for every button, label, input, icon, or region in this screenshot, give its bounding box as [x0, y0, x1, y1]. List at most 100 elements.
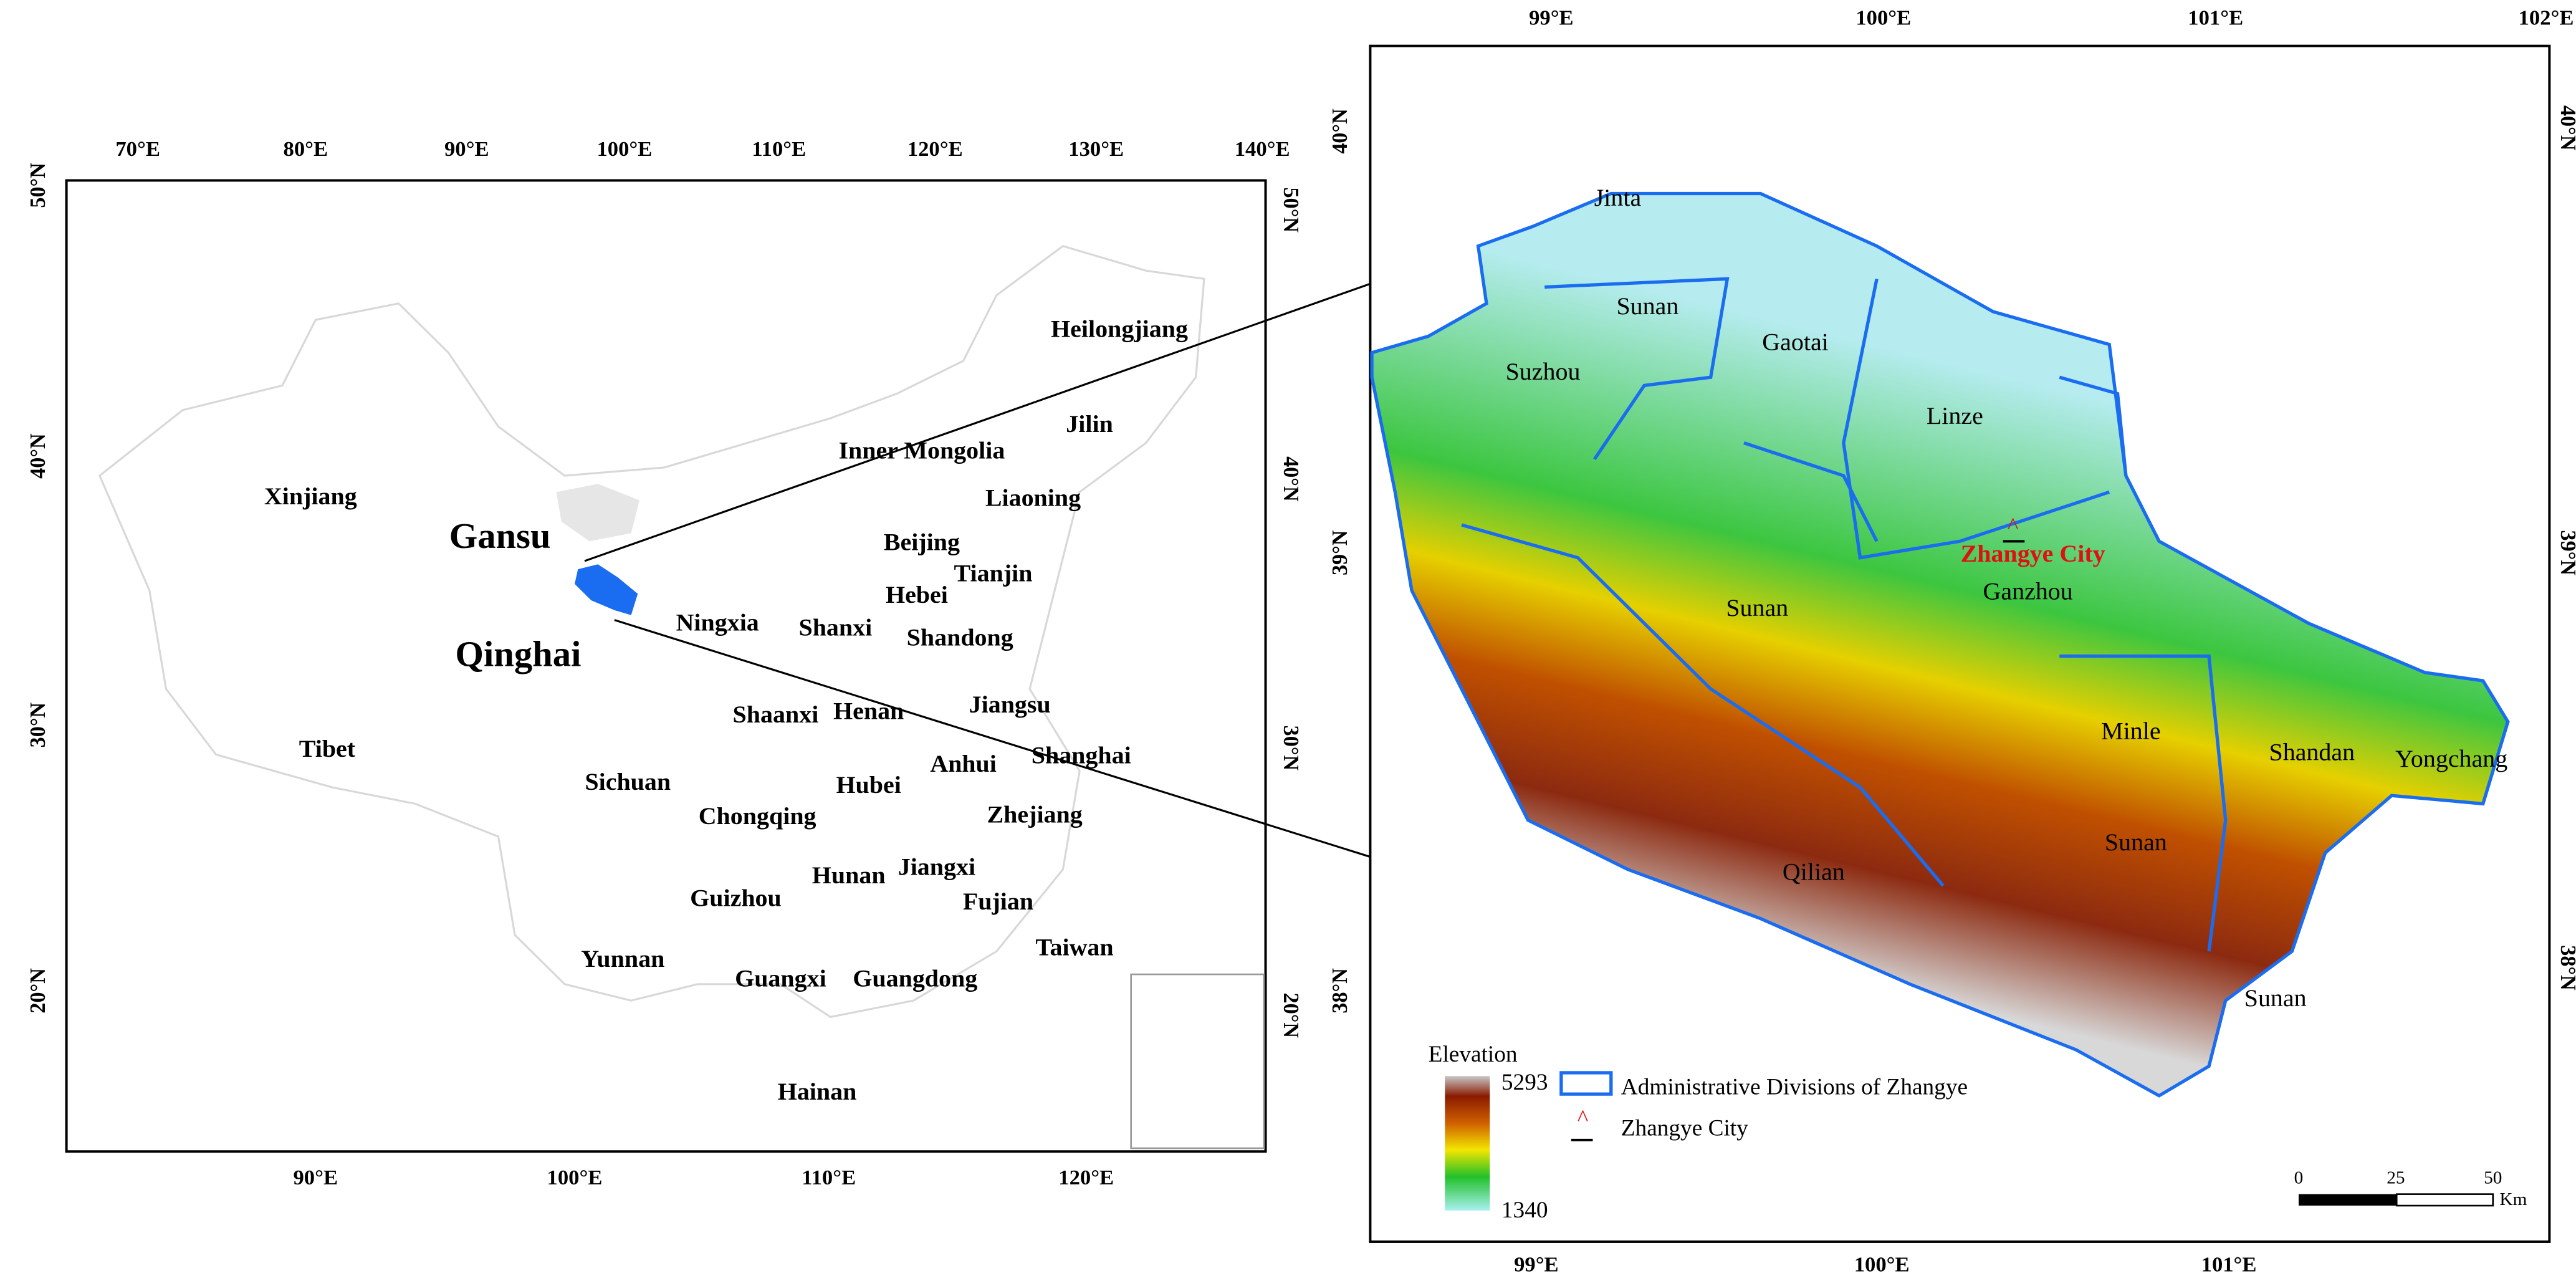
elevation-ramp — [1445, 1076, 1490, 1211]
province-label: Shandong — [907, 624, 1013, 651]
legend-label: Administrative Divisions of Zhangye — [1621, 1075, 1968, 1100]
coordinate-label: 90°E — [294, 1166, 338, 1189]
coordinate-label: 100°E — [1854, 1252, 1910, 1276]
coordinate-label: 102°E — [2519, 6, 2574, 30]
coordinate-label: 50°N — [26, 163, 50, 208]
coordinate-label: 30°N — [1279, 726, 1303, 771]
province-label: Yunnan — [581, 945, 664, 972]
coordinate-label: 40°N — [2556, 105, 2576, 151]
coordinate-label: 100°E — [547, 1166, 603, 1189]
province-label: Hainan — [778, 1078, 857, 1105]
province-label: Heilongjiang — [1051, 315, 1188, 343]
county-label: Sunan — [2105, 828, 2167, 856]
province-label: Gansu — [449, 516, 551, 556]
coordinate-label: 90°E — [444, 137, 489, 161]
coordinate-label: 50°N — [1279, 188, 1303, 233]
coordinate-label: 70°E — [115, 137, 160, 161]
province-label: Xinjiang — [264, 482, 357, 510]
city-symbol: ^ — [2008, 514, 2019, 539]
province-label: Fujian — [963, 888, 1033, 915]
coordinate-label: 101°E — [2201, 1252, 2257, 1276]
province-label: Qinghai — [455, 634, 581, 674]
county-label: Minle — [2101, 717, 2160, 744]
province-label: Guizhou — [690, 885, 782, 912]
coordinate-label: 30°N — [26, 703, 50, 748]
county-label: Sunan — [2244, 984, 2307, 1012]
county-label: Jinta — [1594, 184, 1642, 211]
coordinate-label: 40°N — [26, 433, 50, 479]
legend-label: Zhangye City — [1621, 1116, 1749, 1141]
province-label: Ningxia — [676, 609, 759, 636]
coordinate-label: 100°E — [1855, 6, 1911, 30]
province-label: Jiangxi — [898, 853, 975, 881]
legend-title: Elevation — [1429, 1042, 1518, 1067]
province-label: Inner Mongolia — [838, 437, 1005, 464]
coordinate-label: 130°E — [1068, 137, 1124, 161]
coordinate-label: 38°N — [1328, 968, 1352, 1014]
county-label: Suzhou — [1506, 358, 1581, 385]
coordinate-label: 99°E — [1514, 1252, 1559, 1276]
county-label: Qilian — [1783, 858, 1845, 886]
coordinate-label: 38°N — [2556, 945, 2576, 991]
scale-label: 0 — [2294, 1168, 2304, 1188]
province-label: Zhejiang — [987, 801, 1083, 828]
division-legend-symbol — [1559, 1071, 1613, 1096]
province-label: Shanxi — [798, 614, 872, 641]
province-label: Jiangsu — [969, 691, 1051, 718]
province-label: Chongqing — [699, 802, 816, 830]
province-label: Shaanxi — [733, 701, 819, 728]
scale-label: 25 — [2387, 1168, 2405, 1188]
division-boundary — [1461, 277, 2228, 952]
coordinate-label: 20°N — [1279, 993, 1303, 1039]
scale-bar — [2395, 1193, 2494, 1207]
province-label: Jilin — [1066, 410, 1113, 438]
coordinate-label: 101°E — [2188, 6, 2243, 30]
coordinate-label: 80°E — [284, 137, 328, 161]
province-label: Liaoning — [985, 484, 1081, 512]
coordinate-label: 120°E — [907, 137, 963, 161]
south-sea-inset — [1130, 973, 1265, 1149]
zhangye-region — [574, 564, 638, 615]
coordinate-label: 110°E — [802, 1166, 856, 1189]
city-legend-symbol: ^ — [1578, 1106, 1589, 1131]
county-label: Shandan — [2269, 739, 2355, 766]
province-label: Guangxi — [735, 965, 826, 992]
scale-unit: Km — [2499, 1189, 2527, 1209]
county-label: Ganzhou — [1983, 578, 2072, 605]
zhangye-terrain — [1370, 191, 2510, 1098]
coordinate-label: 40°N — [1328, 108, 1352, 154]
coordinate-label: 110°E — [752, 137, 806, 161]
province-label: Henan — [833, 698, 904, 725]
county-label: Sunan — [1616, 292, 1678, 320]
county-label: Gaotai — [1762, 329, 1829, 356]
coordinate-label: 20°N — [26, 968, 50, 1014]
scale-bar — [2298, 1194, 2397, 1206]
province-label: Hebei — [886, 581, 948, 608]
province-label: Beijing — [884, 529, 960, 556]
coordinate-label: 120°E — [1058, 1166, 1114, 1189]
legend-min: 1340 — [1501, 1197, 1548, 1223]
province-label: Sichuan — [585, 768, 671, 795]
province-label: Hunan — [812, 861, 886, 889]
county-label: Linze — [1927, 402, 1983, 429]
coordinate-label: 140°E — [1235, 137, 1290, 161]
province-label: Taiwan — [1036, 934, 1114, 961]
coordinate-label: 99°E — [1529, 6, 1574, 30]
province-label: Guangdong — [853, 965, 977, 992]
city-label: Zhangye City — [1961, 540, 2105, 567]
coordinate-label: 40°N — [1279, 456, 1303, 502]
coordinate-label: 100°E — [596, 137, 652, 161]
province-label: Hubei — [836, 771, 901, 799]
county-label: Yongchang — [2395, 745, 2507, 772]
province-label: Shanghai — [1032, 742, 1131, 769]
province-label: Tianjin — [954, 560, 1033, 587]
gansu-region — [556, 484, 639, 542]
coordinate-label: 39°N — [2556, 530, 2576, 575]
county-label: Sunan — [1726, 594, 1788, 621]
province-label: Tibet — [299, 735, 356, 762]
coordinate-label: 39°N — [1328, 530, 1352, 575]
legend-max: 5293 — [1501, 1070, 1548, 1095]
province-label: Anhui — [930, 750, 997, 777]
